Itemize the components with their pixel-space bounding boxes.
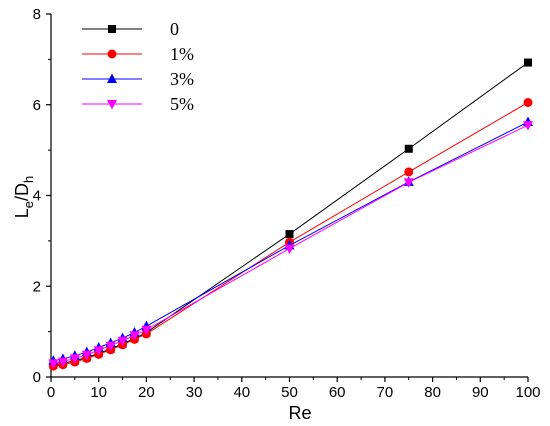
data-point [57,357,68,368]
data-point [404,144,413,153]
y-tick-label: 0 [33,369,41,386]
x-tick-label: 90 [472,384,489,401]
x-axis: 0 10 20 30 40 50 60 70 80 90 100 [47,377,541,401]
x-tick-label: 50 [281,384,298,401]
y-axis-label: Le/Dh [12,176,36,218]
y-axis: 0 2 4 6 8 [33,6,51,386]
legend-item: 3% [82,69,194,89]
series-0 [49,58,532,369]
data-point [141,325,152,336]
x-tick-label: 30 [186,384,203,401]
legend-label: 0 [170,19,179,39]
data-point [284,244,295,255]
data-point [523,121,533,131]
plot-frame [50,14,528,378]
y-axis-label-text: L [12,208,32,218]
y-tick-label: 2 [33,278,41,295]
data-point [105,341,116,352]
series-line [53,62,529,366]
y-axis-label-subscript: h [21,176,36,183]
x-tick-label: 80 [424,384,441,401]
data-point [81,350,92,361]
x-tick-label: 20 [138,384,155,401]
x-tick-label: 60 [329,384,346,401]
data-point [69,354,80,364]
legend: 0 1% 3% 5% [82,19,194,114]
legend-item: 0 [82,19,179,39]
legend-label: 1% [170,44,194,64]
legend-marker [107,73,117,83]
data-point [48,359,59,369]
x-tick-label: 10 [90,384,107,401]
data-point [523,97,533,107]
series-layer [48,58,533,371]
y-tick-label: 8 [33,6,41,23]
data-point [93,346,104,356]
series-5pct [48,121,533,369]
y-tick-label: 6 [33,97,41,114]
legend-item: 5% [82,94,194,114]
data-point [404,167,414,177]
x-tick-label: 100 [515,384,540,401]
y-tick-label: 4 [33,188,41,205]
x-axis-label: Re [288,403,311,423]
y-axis-label-subscript: e [21,201,36,208]
legend-marker [107,49,117,59]
x-tick-label: 40 [233,384,250,401]
legend-marker [108,25,116,33]
data-point [403,178,414,188]
legend-item: 1% [82,44,194,64]
data-point [524,58,532,67]
data-point [285,230,294,239]
data-point [117,336,128,347]
data-point [129,331,140,341]
legend-marker [107,100,117,110]
x-tick-label: 70 [377,384,394,401]
y-axis-label-text: /D [12,183,32,201]
x-tick-label: 0 [47,384,55,401]
legend-label: 3% [170,69,194,89]
legend-label: 5% [170,94,194,114]
